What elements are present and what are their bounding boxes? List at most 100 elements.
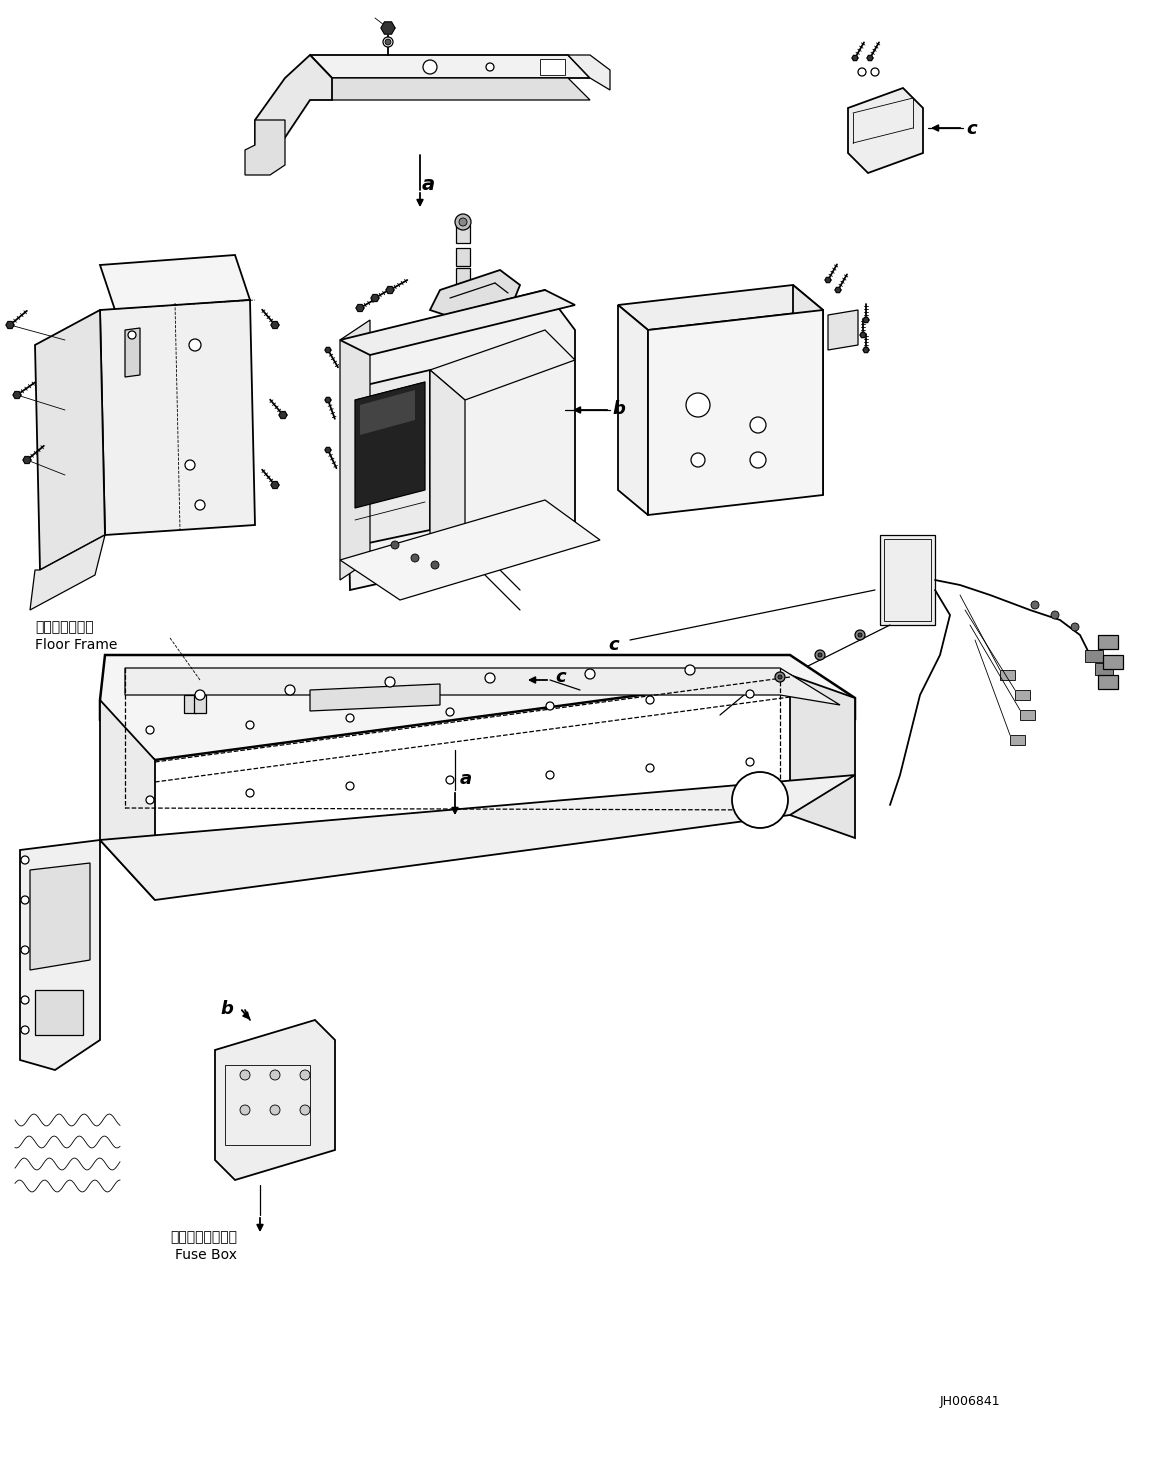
Polygon shape [863,318,869,323]
Circle shape [21,856,29,863]
Bar [884,539,932,622]
Circle shape [195,690,205,699]
Polygon shape [568,56,611,89]
Circle shape [459,218,468,226]
Polygon shape [340,320,370,581]
Polygon shape [430,369,465,556]
Polygon shape [279,412,287,418]
Circle shape [247,789,254,798]
Polygon shape [245,120,285,174]
Circle shape [391,541,399,548]
Circle shape [778,674,782,679]
Circle shape [732,773,789,828]
Polygon shape [20,840,100,1070]
Polygon shape [355,383,424,509]
Circle shape [858,633,862,638]
Text: c: c [555,668,565,686]
Polygon shape [863,347,869,353]
Polygon shape [255,56,331,145]
Polygon shape [271,481,279,488]
Text: JH006841: JH006841 [940,1396,1000,1407]
Bar [1009,734,1025,745]
Circle shape [21,995,29,1004]
Circle shape [195,500,205,510]
Polygon shape [324,447,331,453]
Circle shape [485,673,495,683]
Circle shape [745,758,754,767]
Circle shape [775,671,785,682]
Polygon shape [271,321,279,328]
Bar [1015,690,1030,699]
Polygon shape [866,56,873,60]
Circle shape [347,714,354,721]
Circle shape [147,726,154,734]
Circle shape [645,696,654,704]
Text: a: a [461,770,472,789]
Circle shape [423,60,437,73]
Bar [35,990,83,1035]
Polygon shape [324,397,331,403]
Circle shape [871,67,879,76]
Circle shape [745,690,754,698]
Bar [1103,655,1123,668]
Polygon shape [386,286,394,293]
Bar [184,695,197,712]
Circle shape [347,781,354,790]
Polygon shape [859,333,866,337]
Polygon shape [311,685,440,711]
Circle shape [545,771,554,778]
Bar [1085,649,1103,663]
Bar [1096,663,1113,674]
Circle shape [300,1070,311,1080]
Polygon shape [835,287,841,293]
Polygon shape [618,284,823,330]
Circle shape [385,677,395,688]
Polygon shape [430,270,520,320]
Circle shape [486,63,494,70]
Polygon shape [100,301,255,535]
Polygon shape [100,255,250,309]
Bar [456,268,470,286]
Circle shape [645,764,654,773]
Bar [224,1064,311,1145]
Polygon shape [852,56,858,60]
Polygon shape [30,863,90,970]
Bar [456,224,470,243]
Circle shape [147,796,154,803]
Circle shape [1051,611,1059,619]
Bar [194,695,206,712]
Polygon shape [124,668,840,705]
Polygon shape [356,305,364,311]
Polygon shape [340,500,600,600]
Bar [1000,670,1015,680]
Circle shape [285,685,295,695]
Polygon shape [793,284,823,496]
Polygon shape [13,391,21,399]
Circle shape [855,630,865,641]
Circle shape [686,393,709,416]
Bar [540,59,565,75]
Polygon shape [825,277,832,283]
Bar [1098,674,1118,689]
Text: a: a [422,174,435,194]
Polygon shape [618,305,648,515]
Text: Fuse Box: Fuse Box [174,1248,237,1262]
Text: フューズボックス: フューズボックス [170,1230,237,1245]
Polygon shape [371,295,379,302]
Circle shape [270,1070,280,1080]
Circle shape [247,721,254,729]
Polygon shape [6,321,14,328]
Text: フロアフレーム: フロアフレーム [35,620,94,633]
Circle shape [685,666,695,674]
Polygon shape [30,535,105,610]
Circle shape [1071,623,1079,630]
Bar [1098,635,1118,649]
Text: c: c [608,636,619,654]
Circle shape [431,561,438,569]
Polygon shape [345,290,575,589]
Circle shape [858,67,866,76]
Polygon shape [35,309,105,570]
Polygon shape [848,88,923,173]
Bar [1020,710,1035,720]
Polygon shape [311,78,590,100]
